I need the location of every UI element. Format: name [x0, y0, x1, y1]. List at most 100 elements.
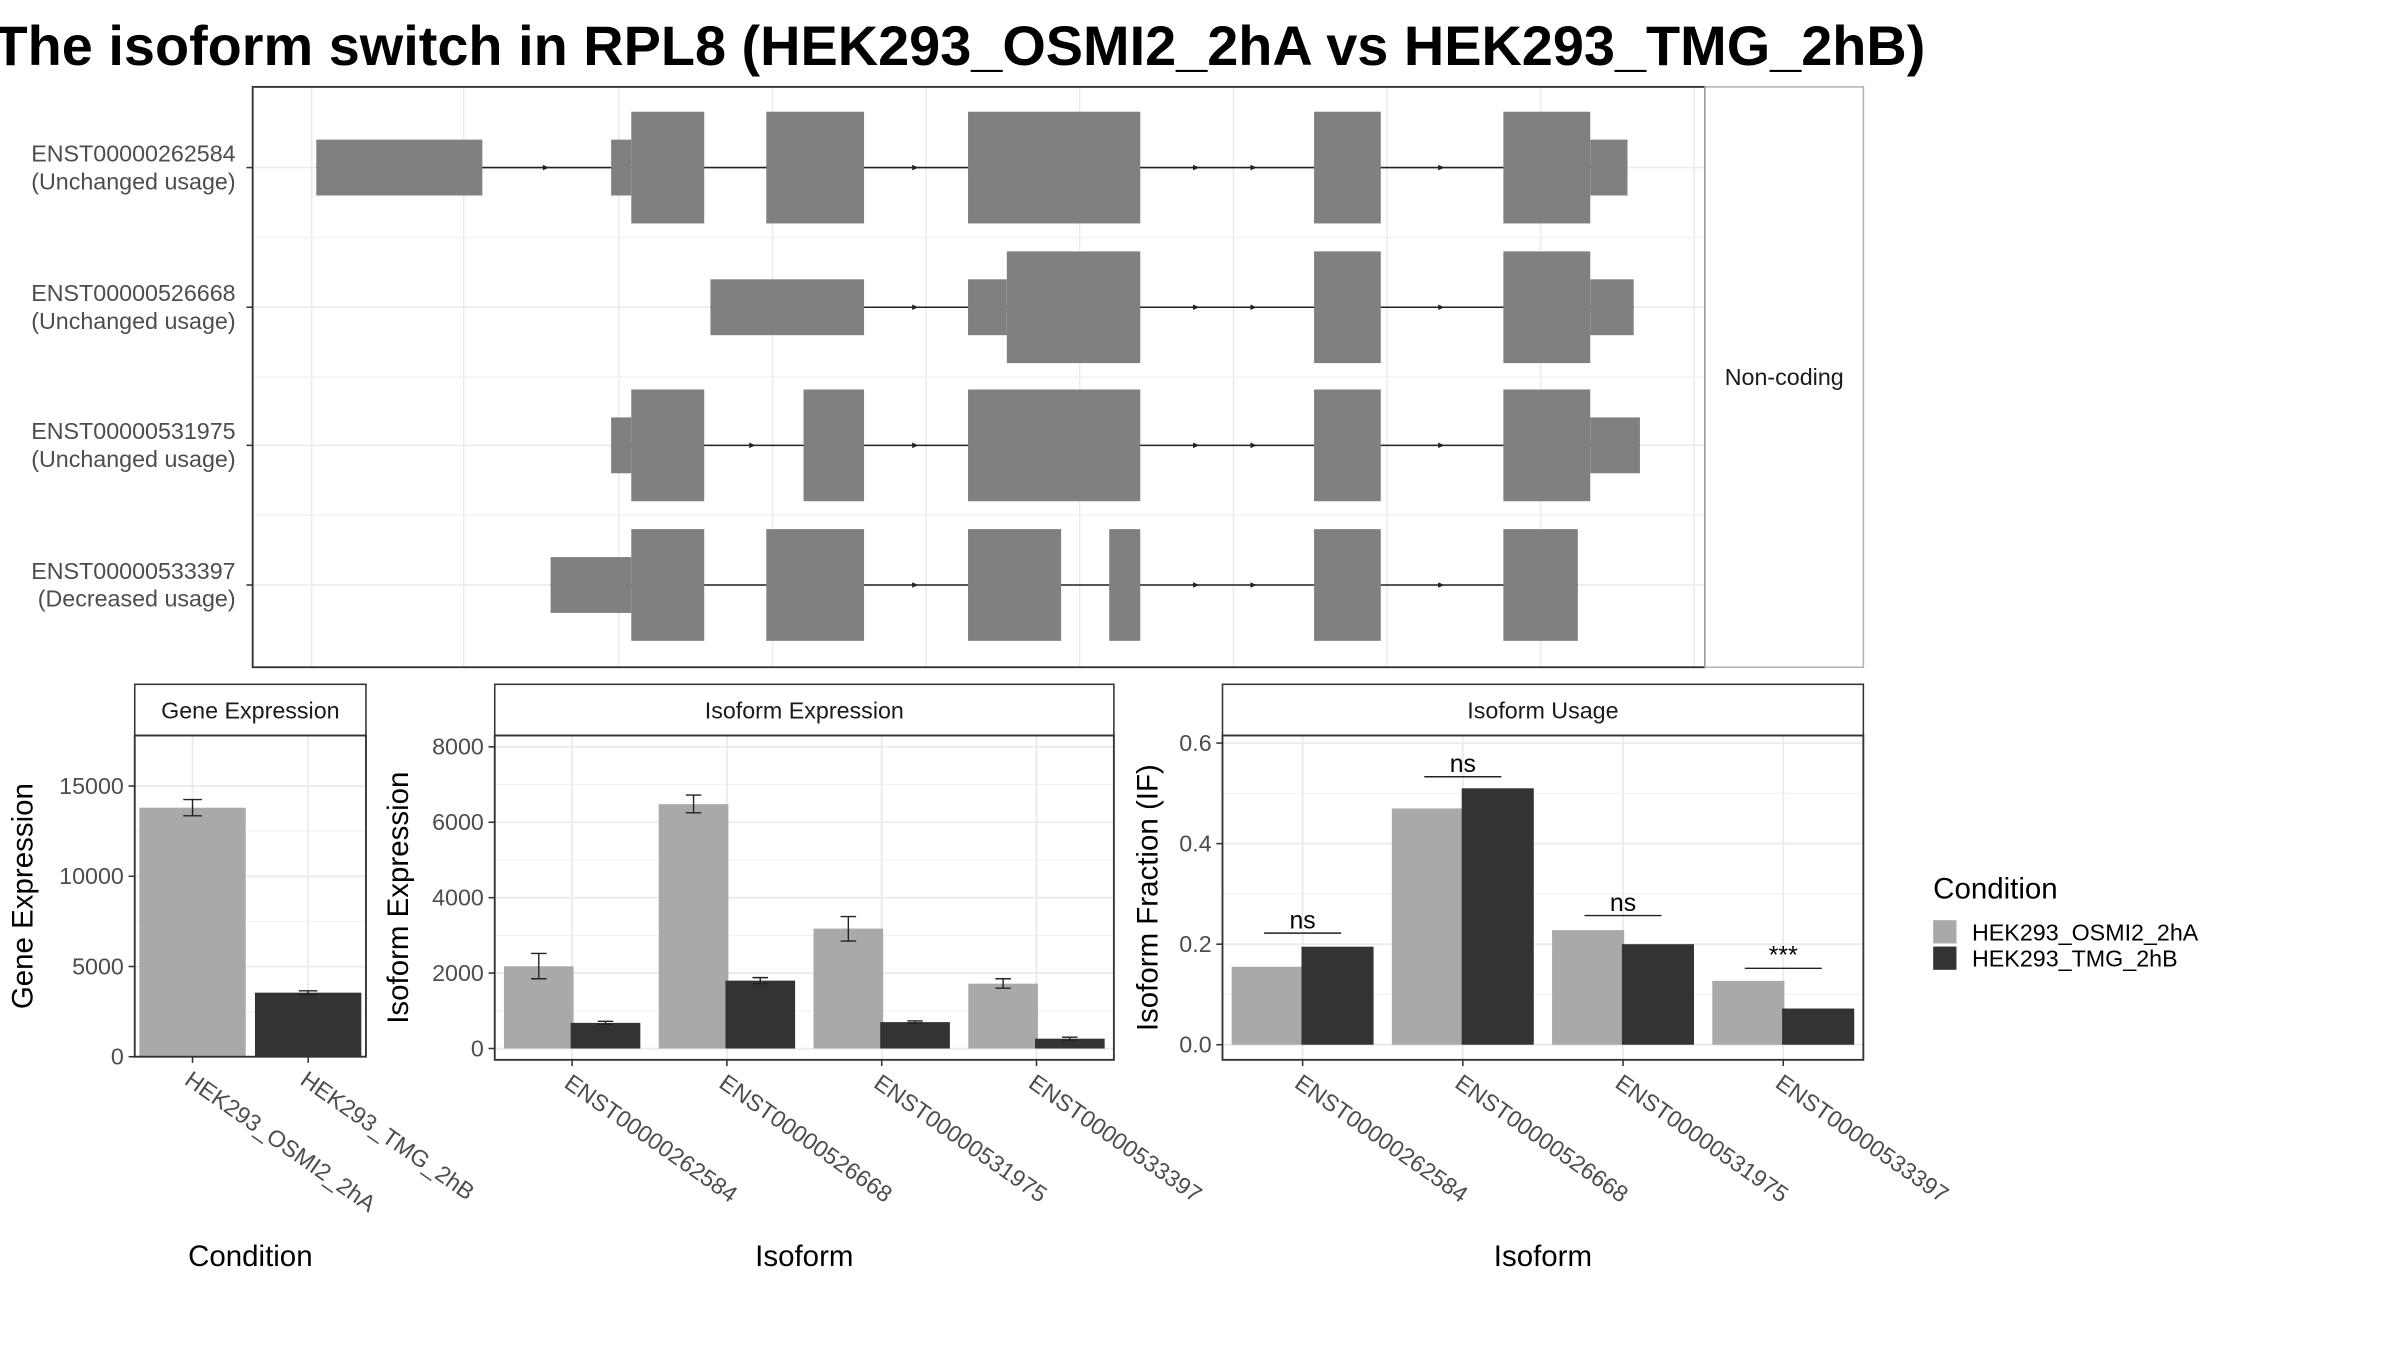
bar-ENST00000262584-condition-b	[570, 1022, 641, 1049]
exon-coding-block	[1314, 111, 1381, 224]
intron-direction-arrow	[912, 442, 919, 449]
intron-direction-arrow	[1250, 164, 1257, 171]
structure-strip	[1704, 86, 1865, 669]
legend-label-condition-a: HEK293_OSMI2_2hA	[1972, 919, 2199, 945]
x-tick-label: ENST00000533397	[1771, 1069, 1953, 1208]
error-bar	[995, 978, 1011, 989]
x-tick-label: ENST00000533397	[1024, 1069, 1206, 1208]
error-bar	[1062, 1036, 1078, 1041]
transcript-usage-label: (Unchanged usage)	[31, 308, 235, 334]
transcript-id-label: ENST00000262584	[31, 140, 235, 166]
error-bar	[183, 798, 202, 817]
y-axis-title: Gene Expression	[6, 783, 39, 1009]
exon-utr-block	[1590, 279, 1634, 336]
y-axis-title: Isoform Expression	[382, 772, 415, 1024]
y-tick-label: 8000	[432, 734, 484, 760]
exon-coding-block	[1314, 251, 1381, 364]
legend-key-condition-b	[1933, 946, 1957, 970]
intron-direction-arrow	[1250, 442, 1257, 449]
intron-direction-arrow	[1193, 582, 1200, 588]
exon-utr-block	[1590, 417, 1640, 474]
exon-utr-block	[316, 139, 483, 196]
y-tick-label: 10000	[59, 863, 124, 889]
exon-coding-block	[1503, 111, 1591, 224]
intron-direction-arrow	[912, 582, 919, 588]
exon-coding-block	[1503, 251, 1591, 364]
bar-ENST00000531975-condition-b	[880, 1022, 950, 1049]
intron-direction-arrow	[1438, 582, 1445, 588]
error-bar	[752, 976, 769, 985]
y-tick-label: 2000	[432, 960, 484, 986]
exon-utr-block	[1590, 139, 1628, 196]
chart-strip	[493, 683, 1115, 737]
x-tick-label: ENST00000526668	[1451, 1069, 1633, 1208]
x-axis-title: Condition	[188, 1240, 313, 1273]
transcript-usage-label: (Unchanged usage)	[31, 446, 235, 472]
y-tick-label: 0.2	[1179, 931, 1211, 957]
legend-key-condition-a	[1933, 920, 1957, 944]
bar-ENST00000533397-condition-a	[968, 983, 1038, 1049]
exon-coding-block	[1503, 389, 1591, 502]
intron-direction-arrow	[1438, 442, 1445, 449]
chart-title: Gene Expression	[161, 697, 339, 723]
intron-direction-arrow	[912, 304, 919, 311]
exon-coding-block	[1314, 389, 1381, 502]
bar-ENST00000531975-condition-b	[1621, 944, 1695, 1045]
intron-direction-arrow	[542, 164, 550, 171]
intron-direction-arrow	[1438, 164, 1445, 171]
transcript-usage-label: (Decreased usage)	[38, 586, 236, 612]
bar-ENST00000531975-condition-a	[1552, 930, 1625, 1045]
significance-label: ***	[1769, 943, 1798, 970]
error-bar	[840, 915, 857, 942]
error-bar	[685, 794, 702, 814]
exon-coding-block	[1006, 251, 1141, 364]
bar-ENST00000526668-condition-a	[1391, 808, 1464, 1045]
bar-HEK293_OSMI2_2hA	[139, 807, 246, 1057]
intron-direction-arrow	[1438, 304, 1445, 311]
bar-HEK293_TMG_2hB	[254, 992, 362, 1057]
bar-ENST00000526668-condition-b	[725, 980, 796, 1049]
exon-coding-block	[1314, 529, 1381, 641]
figure-title: The isoform switch in RPL8 (HEK293_OSMI2…	[0, 14, 1925, 77]
transcript-id-label: ENST00000526668	[31, 280, 235, 306]
error-bar	[298, 990, 318, 996]
y-tick-label: 0	[111, 1043, 124, 1069]
intron-direction-arrow	[1250, 582, 1257, 588]
exon-coding-block	[766, 529, 865, 641]
bar-ENST00000533397-condition-b	[1035, 1038, 1105, 1049]
exon-utr-block	[611, 417, 632, 474]
error-bar	[597, 1020, 614, 1026]
y-tick-label: 4000	[432, 884, 484, 910]
exon-coding-block	[968, 389, 1141, 502]
significance-label: ns	[1610, 890, 1636, 917]
exon-coding-block	[968, 111, 1141, 224]
x-tick-label: HEK293_OSMI2_2hA	[180, 1066, 381, 1217]
bar-ENST00000526668-condition-a	[658, 804, 729, 1049]
y-axis-title: Isoform Fraction (IF)	[1131, 764, 1164, 1031]
transcript-structure-panel: Non-coding ENST00000262584 (Unchanged usag…	[31, 85, 1865, 669]
x-axis-title: Isoform	[755, 1240, 853, 1273]
bar-ENST00000533397-condition-a	[1712, 980, 1785, 1045]
exon-coding-block	[803, 389, 865, 502]
bar-ENST00000262584-condition-a	[1231, 966, 1304, 1045]
legend-title: Condition	[1933, 872, 2058, 905]
exon-coding-block	[631, 389, 705, 502]
isoform-expression-chart: Isoform Expression 0 2000 4000 6000 8000 ENST0…	[382, 683, 1207, 1273]
error-bar	[531, 952, 547, 980]
exon-coding-block	[631, 529, 705, 641]
y-tick-label: 15000	[59, 773, 124, 799]
bar-ENST00000526668-condition-b	[1461, 788, 1534, 1045]
exon-utr-block	[968, 279, 1007, 336]
chart-panel-border	[1221, 734, 1865, 1061]
transcript-id-label: ENST00000531975	[31, 418, 235, 444]
intron-direction-arrow	[1193, 164, 1200, 171]
exon-utr-block	[550, 557, 632, 613]
exon-utr-block	[611, 139, 632, 196]
significance-label: ns	[1450, 751, 1476, 778]
x-tick-label: ENST00000531975	[1611, 1069, 1793, 1208]
error-bar	[907, 1020, 923, 1024]
chart-panel-border	[133, 734, 367, 1058]
intron-direction-arrow	[1250, 304, 1257, 311]
structure-strip-label: Non-coding	[1725, 364, 1844, 390]
bar-ENST00000262584-condition-b	[1301, 946, 1374, 1045]
